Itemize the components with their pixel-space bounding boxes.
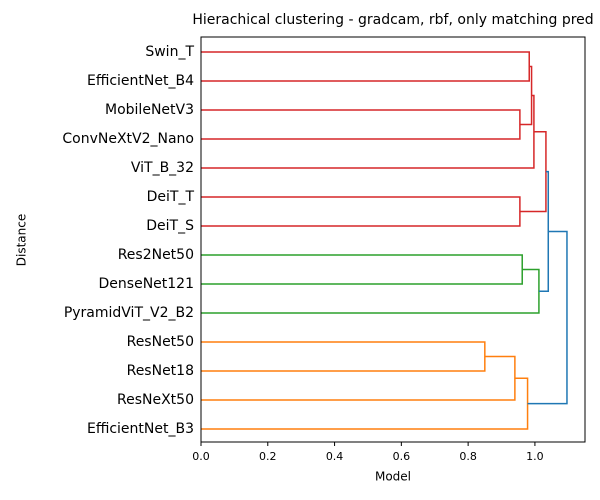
link	[201, 268, 540, 314]
leaf-label: MobileNetV3	[105, 102, 194, 118]
leaf-label: Res2Net50	[118, 247, 194, 263]
leaf-label: EfficientNet_B3	[87, 421, 194, 437]
link	[527, 230, 568, 405]
leaf-label: DenseNet121	[99, 276, 194, 292]
x-tick-label: 0.2	[259, 450, 277, 463]
x-axis-label: Model	[375, 470, 411, 484]
leaf-label: EfficientNet_B4	[87, 73, 194, 89]
leaf-label: DeiT_T	[147, 189, 195, 205]
x-tick-label: 0.8	[459, 450, 477, 463]
x-tick-label: 0.0	[192, 450, 210, 463]
link	[201, 341, 486, 372]
chart-title: Hierachical clustering - gradcam, rbf, o…	[192, 12, 593, 28]
leaf-label: ConvNeXtV2_Nano	[62, 131, 194, 147]
leaf-label: ResNet50	[127, 334, 194, 350]
x-tick-label: 0.4	[326, 450, 344, 463]
leaf-label: DeiT_S	[146, 218, 194, 234]
link	[201, 94, 535, 169]
link	[538, 170, 550, 292]
link	[201, 196, 521, 227]
x-tick-label: 1.0	[526, 450, 544, 463]
plot-frame	[200, 36, 586, 443]
link	[201, 355, 516, 401]
leaf-label: PyramidViT_V2_B2	[64, 305, 194, 321]
y-axis-label: Distance	[15, 214, 29, 266]
leaf-label: ResNet18	[127, 363, 194, 379]
leaf-label: ResNeXt50	[117, 392, 194, 408]
x-tick-label: 0.6	[393, 450, 411, 463]
leaf-label: Swin_T	[145, 44, 194, 60]
link	[201, 109, 521, 140]
link	[201, 254, 523, 285]
link	[201, 377, 529, 430]
link	[519, 131, 547, 213]
leaf-label: ViT_B_32	[131, 160, 194, 176]
link	[201, 51, 530, 82]
